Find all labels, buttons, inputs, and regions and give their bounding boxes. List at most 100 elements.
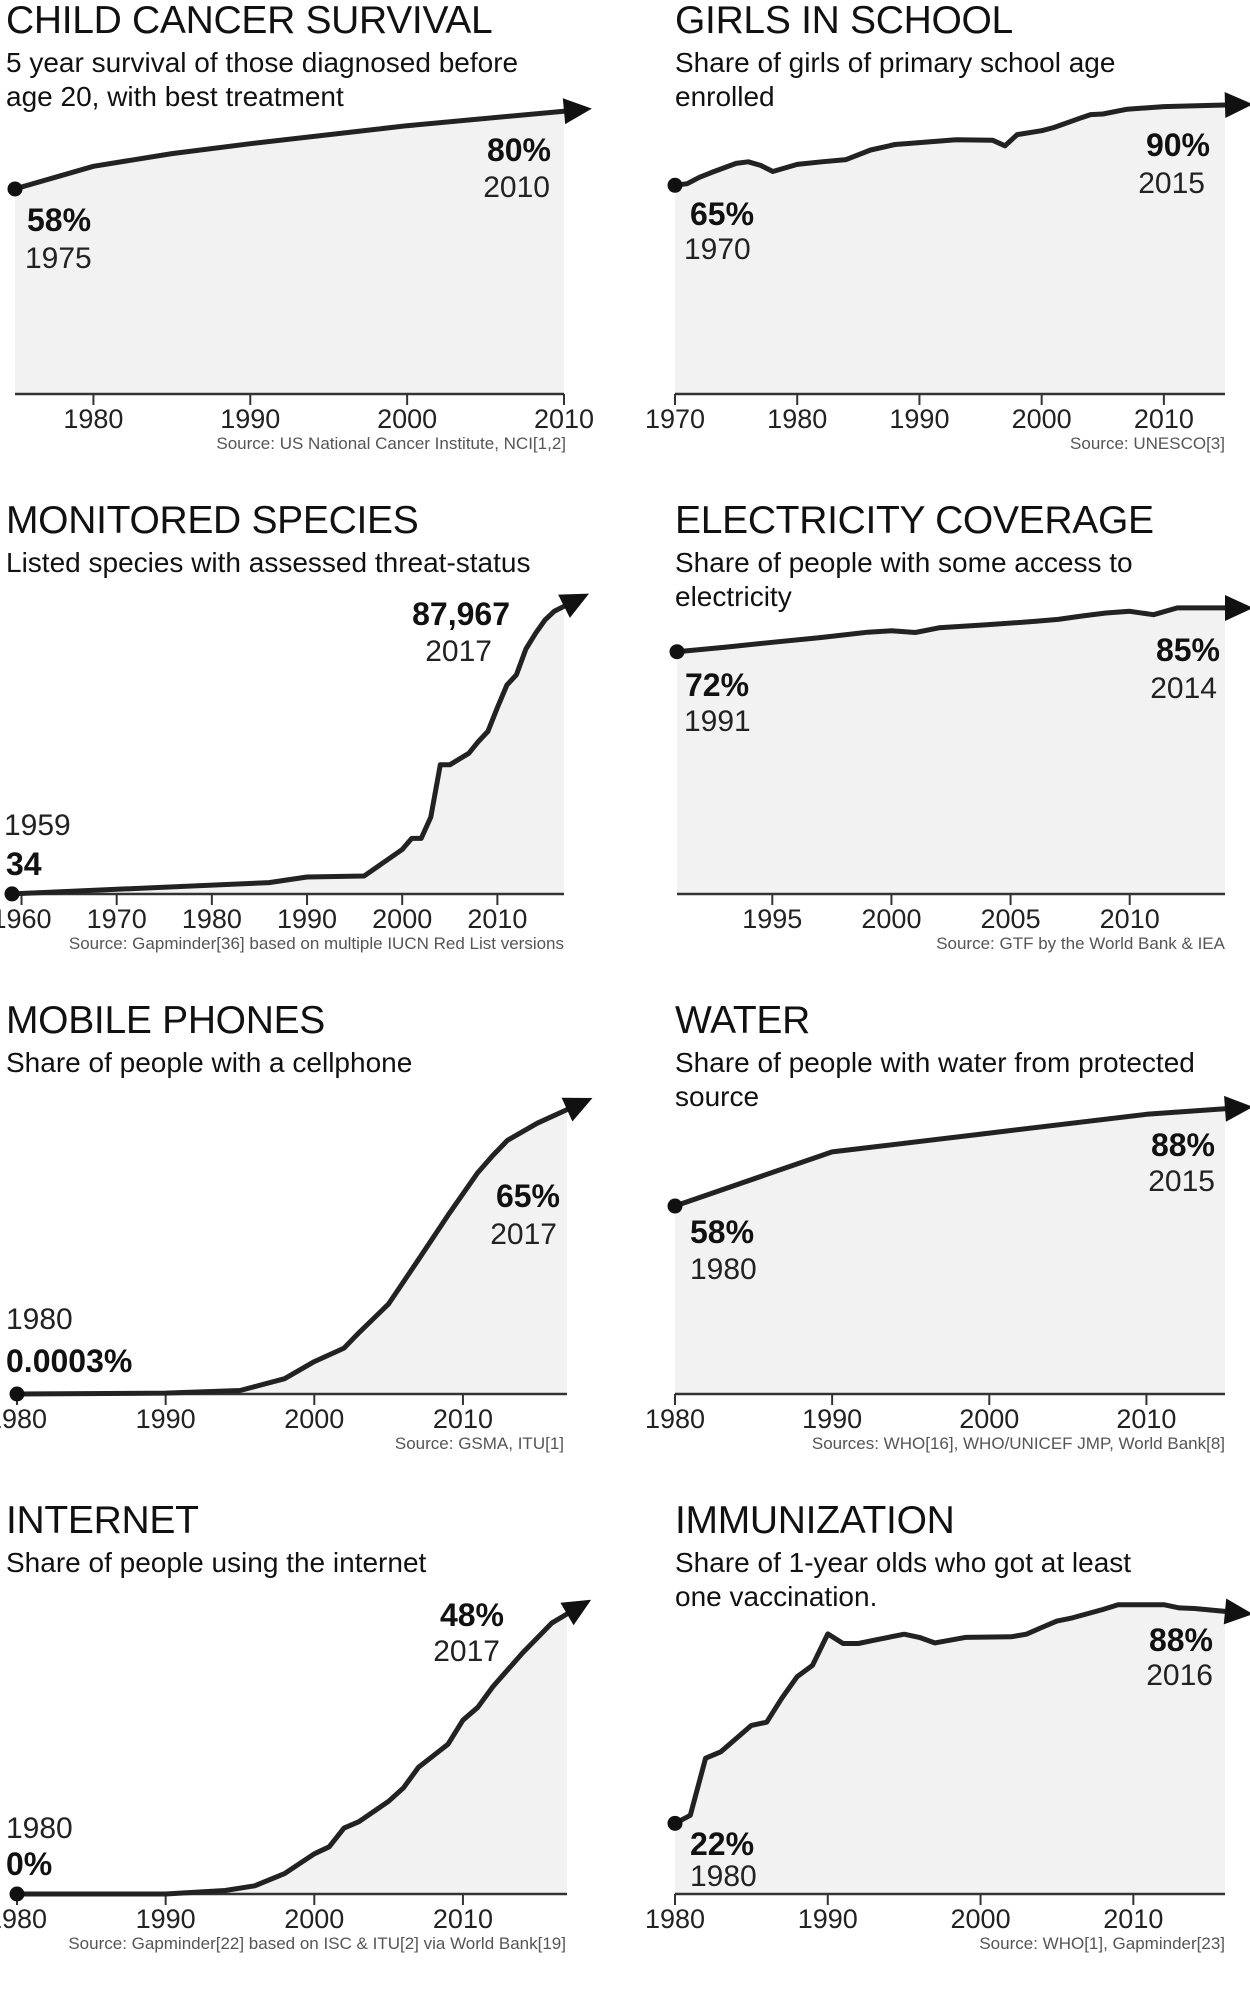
x-tick-label: 2000 [372,904,432,934]
x-tick-label: 2010 [1134,404,1194,434]
end-value-label: 80% [486,132,551,168]
arrow-head-icon [560,1599,592,1626]
start-point-marker [669,644,685,660]
subtitle-line: Listed species with assessed threat-stat… [6,547,531,578]
subtitle-line: age 20, with best treatment [6,81,344,112]
end-year-label: 2017 [433,1635,500,1668]
x-tick-label: 1980 [0,1904,47,1934]
chart-panel-internet: 1980 1990 2000 2010 INTERNET Share of people … [0,1500,625,2000]
chart-panel-immunization: 1980 1990 2000 2010 IMMUNIZATION Share of 1-y… [625,1500,1250,2000]
chart-panel-species: 1960 1970 1980 1990 2000 2010 MONITORED SPECIE… [0,500,625,1000]
chart-panel-electricity: 1995 2000 2005 2010 ELECTRICITY COVERAGE Shar… [625,500,1250,1000]
x-tick-label: 2010 [534,404,594,434]
x-tick-label: 1990 [889,404,949,434]
x-tick-label: 1970 [87,904,147,934]
area-fill [677,607,1225,894]
x-tick-label: 2000 [951,1904,1011,1934]
end-value-label: 48% [439,1597,504,1633]
area-fill [15,111,564,394]
start-year-label: 1959 [4,809,71,842]
arrow-head-icon [562,98,592,125]
arrow-head-icon [1224,1095,1250,1122]
series-line [674,605,1228,655]
x-tick-label: 2010 [1100,904,1160,934]
series-line [9,603,567,897]
x-tick-label: 2010 [1116,1404,1176,1434]
chart-title: WATER [675,999,810,1042]
chart-title: ELECTRICITY COVERAGE [675,499,1154,542]
start-year-label: 1980 [690,1253,757,1286]
start-point-marker [4,886,20,902]
x-tick-label: 1960 [0,904,52,934]
start-point-marker [9,1386,25,1402]
x-tick-label: 1980 [767,404,827,434]
subtitle-line: Share of people using the internet [6,1547,427,1578]
area-fill [17,1614,567,1894]
chart-subtitle: Listed species with assessed threat-stat… [6,546,530,580]
chart-subtitle: Share of people with some access to elect… [675,546,1133,614]
start-point-marker [7,181,23,197]
series-line [672,1106,1228,1209]
chart-panel-phones: 1980 1990 2000 2010 MOBILE PHONES Share of pe… [0,1000,625,1500]
subtitle-line: enrolled [675,81,775,112]
x-tick-label: 2000 [1012,404,1072,434]
series-line [14,1611,570,1897]
source-note: Source: Gapminder[22] based on ISC & ITU… [68,1934,566,1953]
x-tick-label: 2010 [433,1404,493,1434]
chart-plot-cancer: 1980 1990 2000 2010 [7,98,594,434]
end-year-label: 2015 [1138,167,1205,200]
x-tick-label: 2010 [1103,1904,1163,1934]
start-value-label: 58% [27,202,92,238]
chart-plot-internet: 1980 1990 2000 2010 [0,1599,592,1934]
x-tick-label: 1995 [742,904,802,934]
x-tick-label: 1990 [802,1404,862,1434]
start-value-label: 34 [6,846,42,882]
arrow-head-icon [1224,92,1250,119]
start-point-marker [667,177,683,193]
chart-subtitle: Share of girls of primary school age enro… [675,46,1115,114]
x-tick-label: 2010 [467,904,527,934]
subtitle-line: one vaccination. [675,1581,878,1612]
x-tick-label: 1980 [182,904,242,934]
area-fill [675,105,1225,394]
x-tick-label: 1990 [277,904,337,934]
chart-title: MONITORED SPECIES [6,499,419,542]
start-value-label: 0.0003% [6,1343,133,1379]
chart-panel-girls: 1970 1980 1990 2000 2010 GIRLS IN SCHOOL Share… [625,0,1250,500]
chart-subtitle: Share of people using the internet [6,1546,426,1580]
chart-plot-phones: 1980 1990 2000 2010 [0,1097,593,1434]
series-line [672,1602,1228,1826]
x-tick-label: 2010 [433,1904,493,1934]
subtitle-line: Share of girls of primary school age [675,47,1116,78]
chart-plot-water: 1980 1990 2000 2010 [645,1095,1250,1434]
chart-title: CHILD CANCER SURVIVAL [6,0,493,42]
x-tick-label: 1980 [63,404,123,434]
end-value-label: 85% [1155,632,1220,668]
series-line [672,102,1228,188]
end-value-label: 88% [1148,1622,1213,1658]
start-year-label: 1980 [690,1860,757,1893]
chart-subtitle: 5 year survival of those diagnosed befor… [6,46,518,114]
source-note: Source: GTF by the World Bank & IEA [936,934,1225,953]
start-value-label: 58% [690,1214,755,1250]
x-tick-label: 2005 [981,904,1041,934]
x-tick-label: 2000 [861,904,921,934]
chart-title: INTERNET [6,1499,199,1542]
chart-plot-immunization: 1980 1990 2000 2010 [645,1598,1250,1934]
chart-panel-cancer: 1980 1990 2000 2010 CHILD CANCER SURVIVAL 5 y… [0,0,625,500]
start-point-marker [9,1886,25,1902]
series-line [12,108,567,192]
chart-subtitle: Share of people with water from protecte… [675,1046,1195,1114]
chart-plot-species: 1960 1970 1980 1990 2000 2010 [0,593,590,934]
source-note: Source: WHO[1], Gapminder[23] [979,1934,1225,1953]
x-tick-label: 1980 [0,1404,47,1434]
subtitle-line: Share of people with a cellphone [6,1047,413,1078]
source-note: Source: GSMA, ITU[1] [394,1434,564,1453]
chart-subtitle: Share of people with a cellphone [6,1046,412,1080]
x-tick-label: 1990 [136,1904,196,1934]
subtitle-line: source [675,1081,760,1112]
end-value-label: 90% [1145,127,1210,163]
end-value-label: 65% [495,1178,560,1214]
chart-plot-electricity: 1995 2000 2005 2010 [669,594,1250,934]
chart-panel-water: 1980 1990 2000 2010 WATER Share of people wit… [625,1000,1250,1500]
